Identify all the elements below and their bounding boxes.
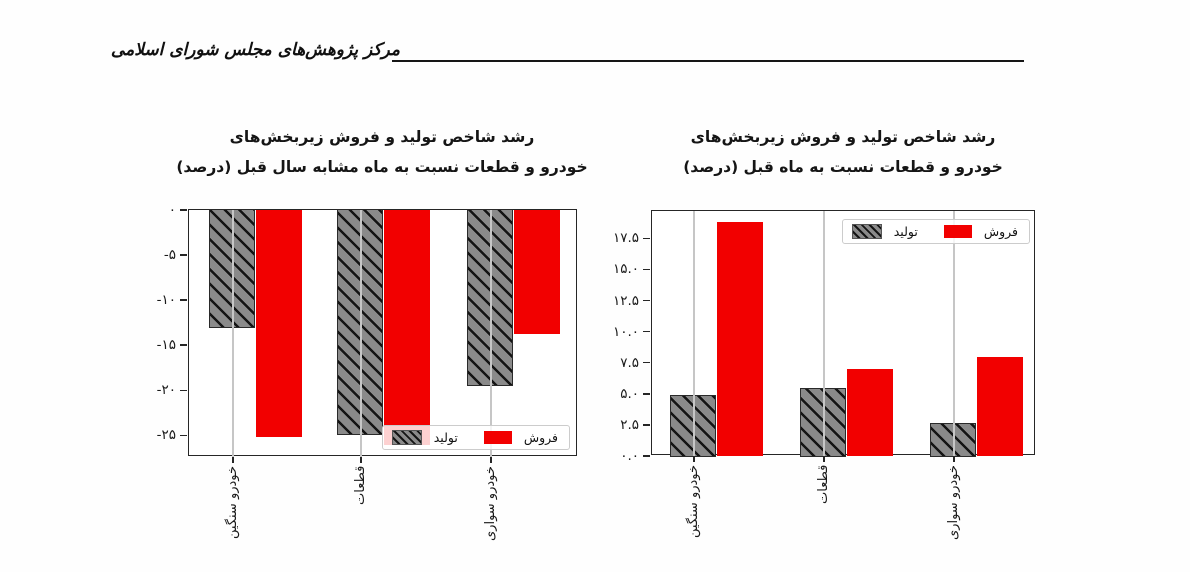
y-tick — [180, 389, 188, 392]
production-bar — [930, 422, 976, 457]
y-tick-label: -۱۰ — [156, 292, 176, 309]
y-tick — [643, 393, 651, 395]
gridline — [490, 210, 492, 457]
header-rule — [392, 60, 1024, 62]
legend-production-label: تولید — [433, 430, 458, 445]
y-tick-label: ۵.۰ — [620, 385, 639, 402]
plot-area: تولید فروش ۰ -۵ -۱۰ -۱۵ -۲۰ -۲۵ خودرو سنگین قطع… — [157, 202, 577, 541]
y-tick — [643, 455, 651, 457]
x-tick — [953, 456, 955, 462]
chart-title-line2: خودرو و قطعات نسبت به ماه قبل (درصد) — [683, 158, 1003, 176]
org-logo-text: مرکز پژوهش‌های مجلس شورای اسلامی — [110, 40, 400, 60]
sales-bar — [514, 210, 560, 334]
y-tick — [180, 434, 188, 437]
sales-swatch-icon — [943, 225, 972, 238]
chart-title-line1: رشد شاخص تولید و فروش زیربخش‌های — [229, 128, 535, 146]
y-tick — [180, 299, 188, 301]
chart-title: رشد شاخص تولید و فروش زیربخش‌های خودرو و… — [633, 122, 1053, 182]
legend-production-label: تولید — [893, 224, 918, 239]
x-tick — [232, 457, 234, 463]
y-tick-label: ۱۰.۰ — [612, 323, 639, 340]
chart-title-line1: رشد شاخص تولید و فروش زیربخش‌های — [690, 128, 996, 146]
legend-sales-label: فروش — [523, 430, 558, 445]
y-tick — [180, 254, 188, 256]
y-tick — [180, 209, 188, 211]
plot-area: تولید فروش ۰.۰ ۲.۵ ۵.۰ ۷.۵ ۱۰.۰ ۱۲.۵ ۱۵.۰ ۱۷.۵ خ… — [613, 210, 1035, 540]
legend: تولید فروش — [381, 425, 570, 450]
category-label: قطعات — [353, 465, 368, 505]
gridline — [953, 211, 955, 456]
category-label: خودرو سواری — [946, 465, 961, 540]
sales-bar — [977, 356, 1023, 456]
y-tick — [643, 299, 651, 302]
category-label: خودرو سنگین — [686, 464, 701, 538]
production-bar — [670, 395, 716, 457]
y-tick — [643, 424, 651, 426]
y-tick — [643, 361, 651, 364]
y-tick-label: ۰ — [168, 202, 176, 218]
production-bar — [800, 387, 846, 457]
production-bar — [337, 208, 383, 436]
production-bar — [467, 209, 513, 386]
y-tick-label: ۰.۰ — [620, 448, 639, 464]
gridline — [823, 211, 825, 456]
chart-title-line2: خودرو و قطعات نسبت به ماه مشابه سال قبل … — [176, 158, 588, 176]
x-tick — [360, 457, 362, 463]
production-bar — [209, 208, 255, 329]
y-tick-label: ۲.۵ — [620, 416, 639, 433]
y-tick — [643, 268, 651, 271]
y-tick-label: ۱۲.۵ — [612, 292, 639, 309]
sales-bar — [256, 210, 302, 438]
sales-bar — [717, 222, 763, 456]
y-tick-label: -۲۰ — [156, 382, 176, 399]
y-tick-label: -۱۵ — [156, 337, 176, 354]
y-tick-label: -۲۵ — [156, 427, 176, 444]
production-swatch-icon — [391, 430, 422, 445]
category-label: خودرو سواری — [483, 466, 498, 541]
gridline — [693, 211, 695, 456]
gridline — [360, 210, 362, 457]
legend: تولید فروش — [841, 219, 1030, 244]
gridline — [232, 210, 234, 457]
legend-sales-label: فروش — [983, 224, 1018, 239]
x-tick — [693, 456, 695, 462]
y-tick-label: ۷.۵ — [620, 354, 639, 371]
category-label: خودرو سنگین — [225, 465, 240, 539]
category-label: قطعات — [816, 464, 831, 504]
y-tick — [180, 344, 188, 346]
x-tick — [490, 457, 492, 463]
chart-title: رشد شاخص تولید و فروش زیربخش‌های خودرو و… — [172, 122, 592, 182]
y-tick-label: -۵ — [163, 247, 176, 264]
sales-bar — [384, 210, 430, 446]
x-tick — [823, 456, 825, 462]
y-tick — [643, 330, 651, 333]
y-tick-label: ۱۵.۰ — [612, 261, 639, 278]
production-swatch-icon — [851, 224, 882, 239]
sales-bar — [847, 368, 893, 456]
sales-swatch-icon — [483, 431, 512, 444]
y-tick — [643, 237, 651, 240]
y-tick-label: ۱۷.۵ — [612, 230, 639, 247]
